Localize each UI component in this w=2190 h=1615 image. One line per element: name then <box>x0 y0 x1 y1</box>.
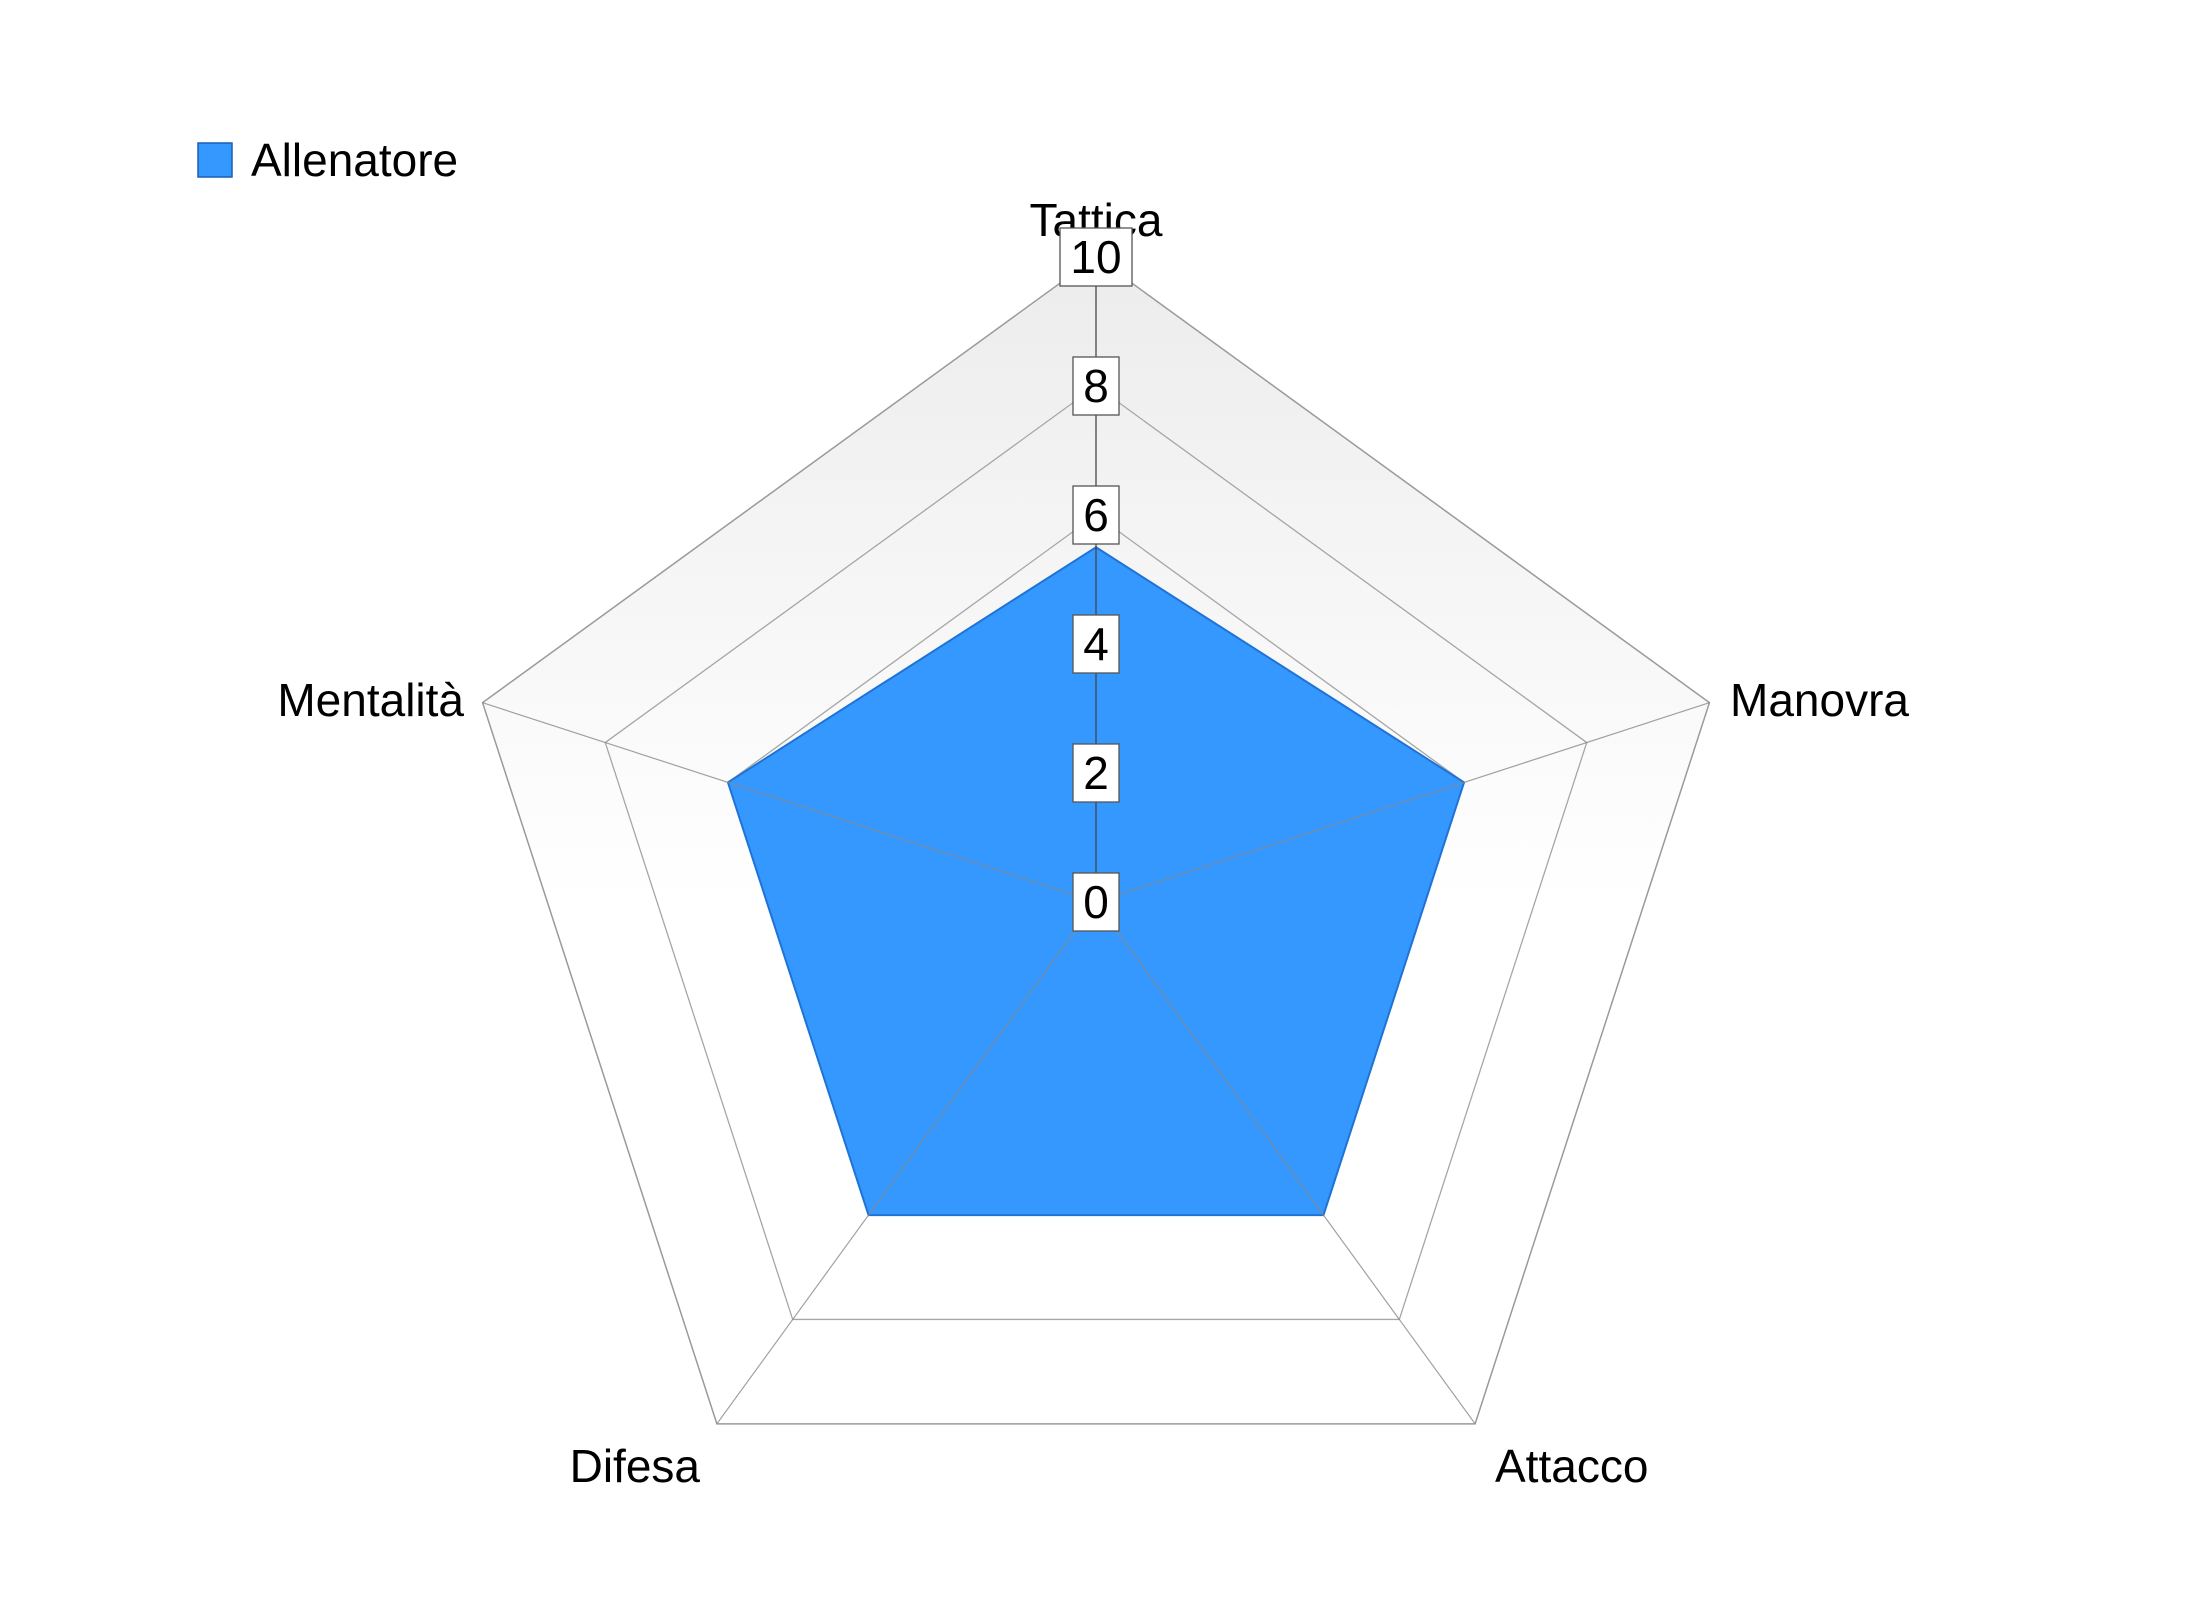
tick-label-text: 10 <box>1070 231 1121 283</box>
tick-label-6: 6 <box>1072 485 1120 545</box>
tick-label-box <box>1059 227 1133 287</box>
tick-label-4: 4 <box>1072 614 1120 674</box>
axis-label-manovra: Manovra <box>1730 674 1909 726</box>
tick-label-8: 8 <box>1072 356 1120 416</box>
spoke-manovra <box>1095 702 1710 903</box>
tick-label-box <box>1072 356 1120 416</box>
tick-label-box <box>1072 743 1120 803</box>
axis-label-mentalita: Mentalità <box>277 674 464 726</box>
legend: Allenatore <box>197 134 458 186</box>
tick-label-10: 10 <box>1059 227 1133 287</box>
spoke-mentalita <box>482 702 1097 903</box>
tick-label-text: 0 <box>1083 876 1109 928</box>
tick-label-0: 0 <box>1072 872 1120 932</box>
radar-tick-labels: 0 2 4 6 8 10 <box>1059 227 1133 932</box>
legend-label-allenatore: Allenatore <box>251 134 458 186</box>
tick-label-text: 4 <box>1083 618 1109 670</box>
legend-swatch <box>197 142 233 178</box>
grid-ring-8 <box>604 385 1588 1321</box>
tick-label-box <box>1072 614 1120 674</box>
spoke-difesa <box>716 901 1097 1425</box>
tick-label-box <box>1072 872 1120 932</box>
spoke-attacco <box>1095 901 1476 1425</box>
axis-label-attacco: Attacco <box>1495 1440 1648 1492</box>
tick-label-box <box>1072 485 1120 545</box>
axis-label-difesa: Difesa <box>570 1440 701 1492</box>
tick-label-text: 6 <box>1083 489 1109 541</box>
tick-label-text: 8 <box>1083 360 1109 412</box>
tick-label-2: 2 <box>1072 743 1120 803</box>
tick-label-text: 2 <box>1083 747 1109 799</box>
